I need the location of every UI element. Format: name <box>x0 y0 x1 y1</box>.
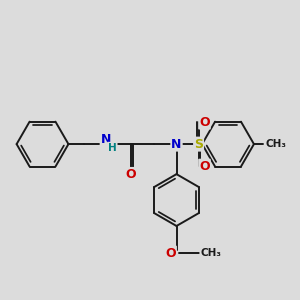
Text: N: N <box>171 138 182 151</box>
Text: CH₃: CH₃ <box>200 248 221 258</box>
Text: O: O <box>125 168 136 181</box>
Text: H: H <box>108 142 117 153</box>
Text: O: O <box>199 160 210 173</box>
Text: O: O <box>165 247 176 260</box>
Text: O: O <box>199 116 210 128</box>
Text: S: S <box>194 138 203 151</box>
Text: N: N <box>100 133 111 146</box>
Text: CH₃: CH₃ <box>265 139 286 149</box>
